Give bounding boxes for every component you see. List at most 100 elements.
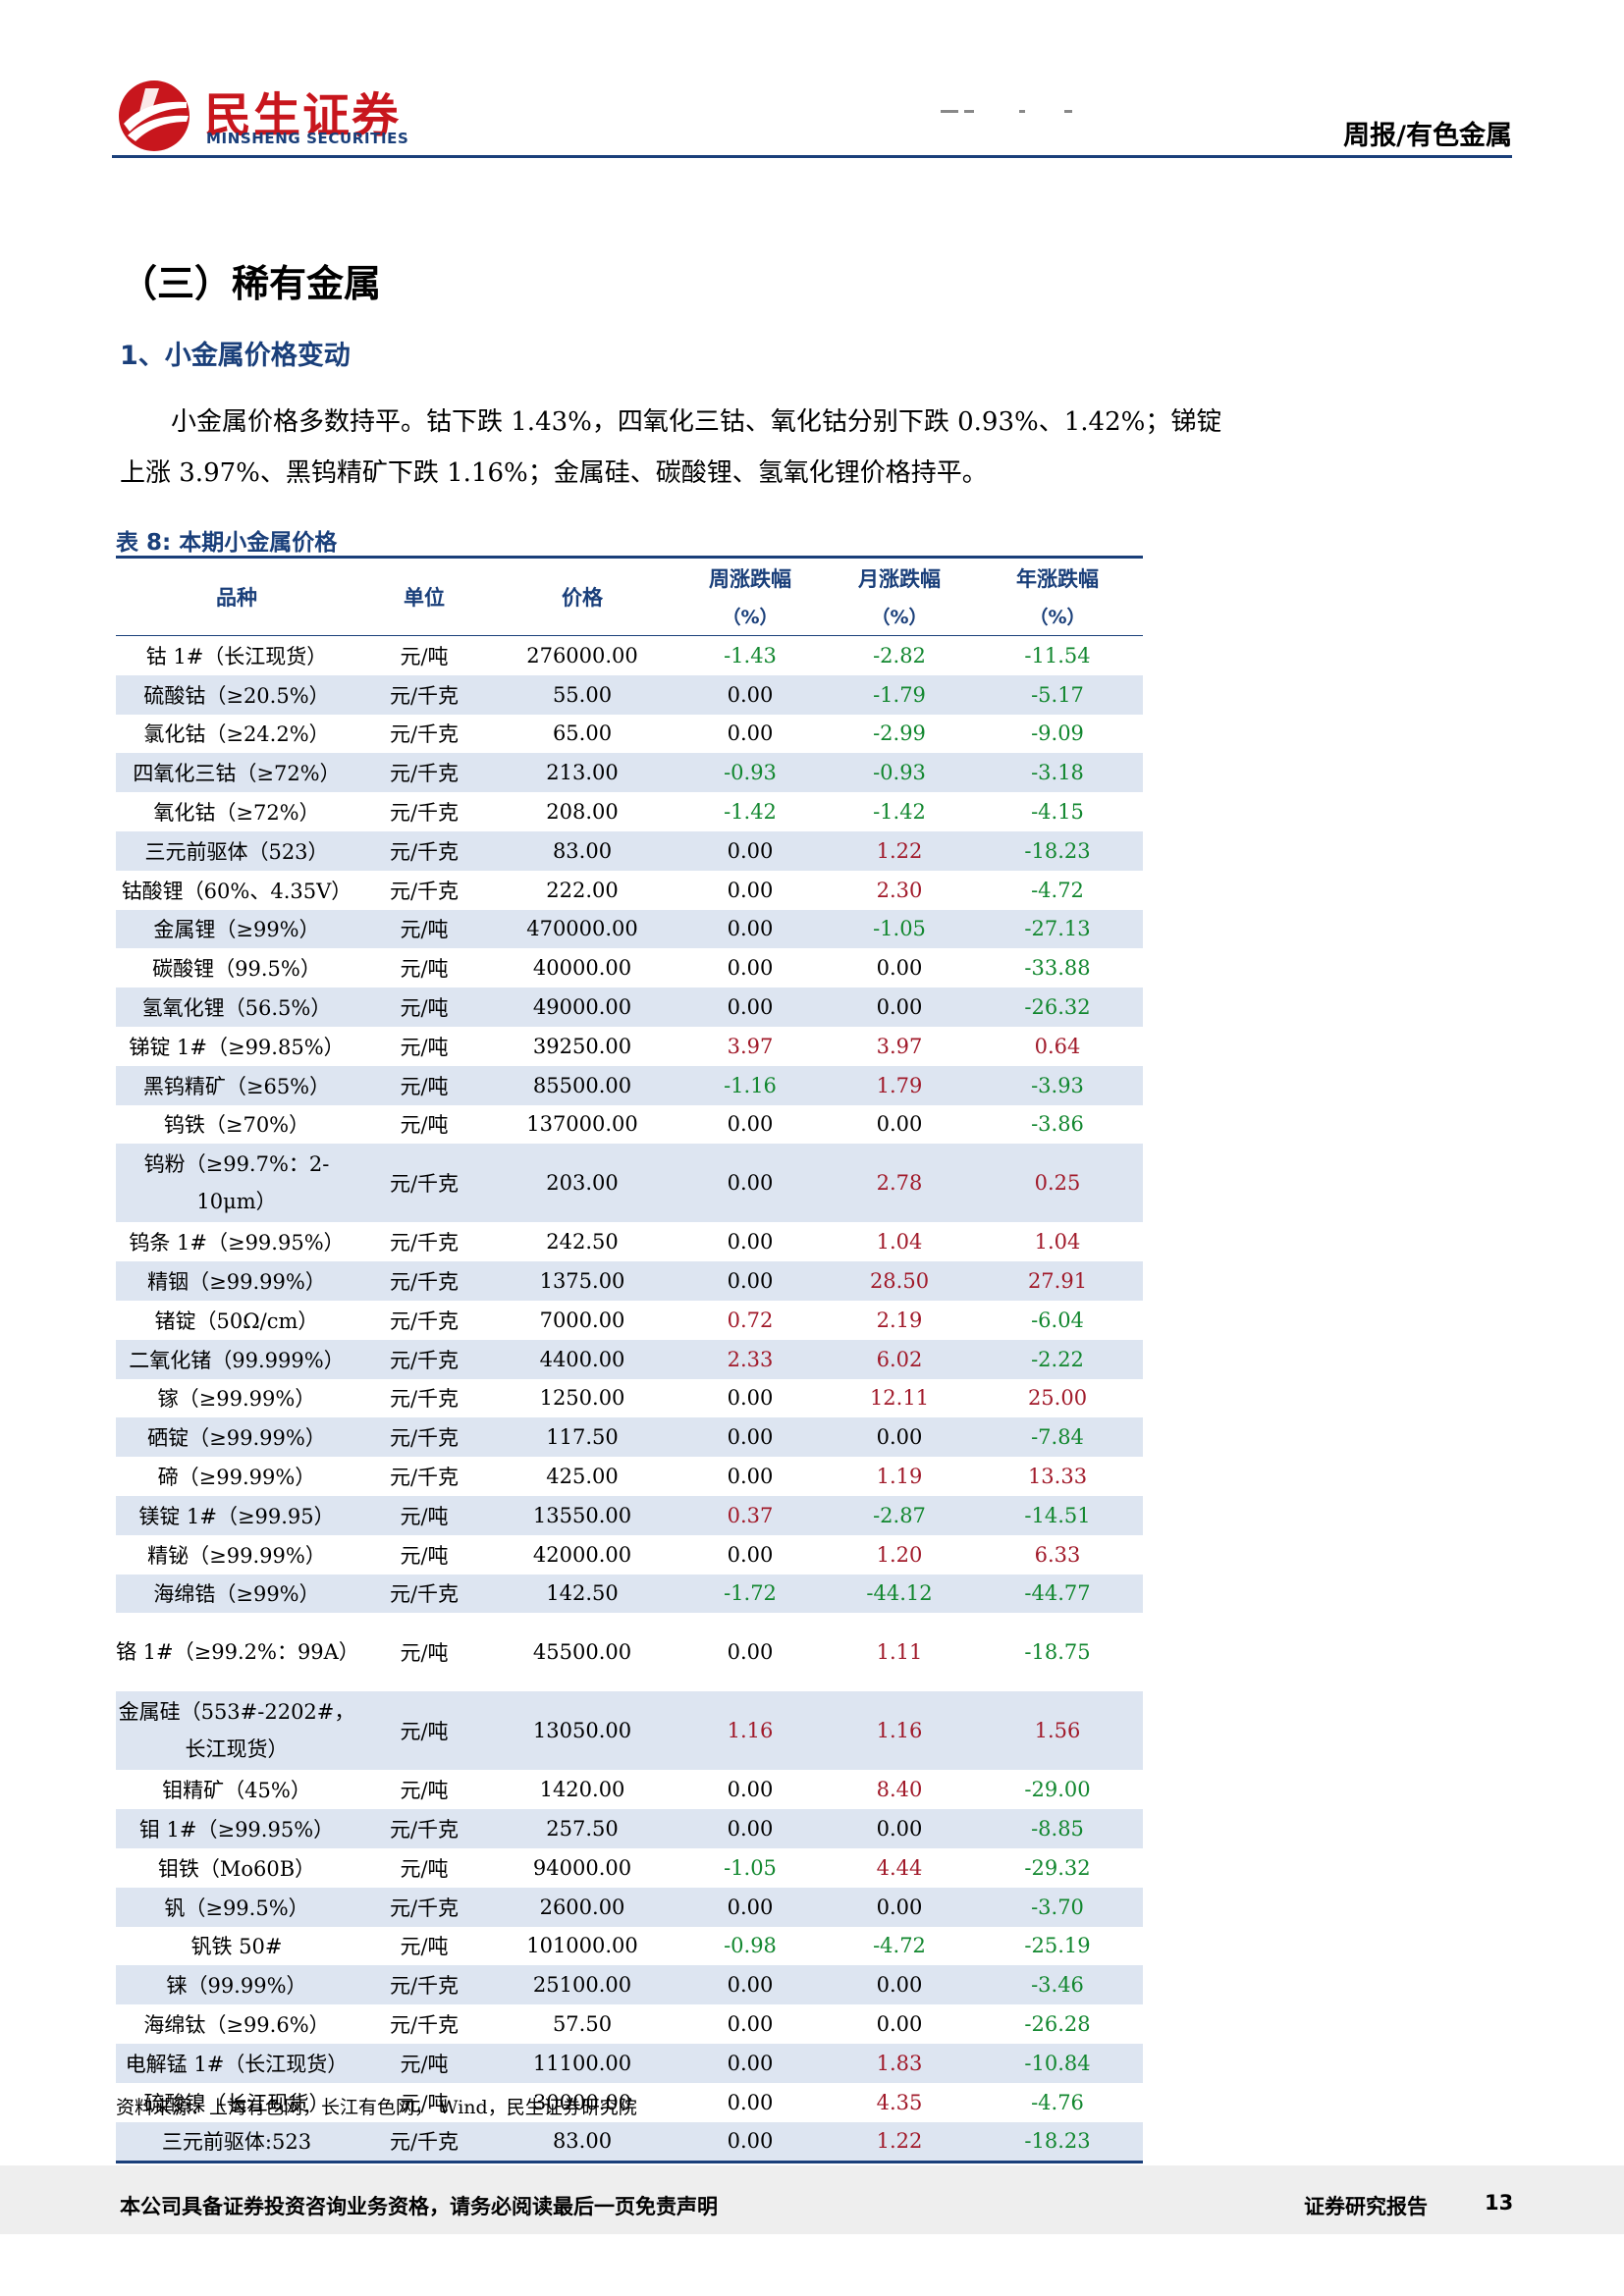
- table-row: 精铟（≥99.99%） 元/千克 1375.00 0.00 28.50 27.91: [116, 1261, 1143, 1301]
- cell-monthly-change: 0.00: [827, 1965, 972, 2005]
- cell-price: 4400.00: [491, 1339, 674, 1379]
- cell-price: 101000.00: [526, 1934, 638, 1958]
- cell-monthly-change: -2.99: [873, 721, 926, 746]
- cell-weekly-change: 0.00: [727, 1465, 774, 1489]
- cell-name: 铬 1#（≥99.2%：99A）: [116, 1640, 359, 1665]
- footer-report-label: 证券研究报告: [1304, 2195, 1428, 2218]
- cell-weekly-change: 0.00: [674, 830, 827, 871]
- cell-unit: 元/千克: [389, 1231, 460, 1255]
- cell-weekly-change: 1.16: [674, 1691, 827, 1771]
- cell-price: 39250.00: [532, 1034, 632, 1058]
- cell-unit: 元/千克: [389, 722, 460, 747]
- cell-unit: 元/千克: [389, 1308, 460, 1333]
- cell-price: 83.00: [491, 2121, 674, 2163]
- section-title: （三）稀有金属: [120, 262, 382, 305]
- cell-monthly-change: -1.79: [827, 674, 972, 715]
- cell-unit: 元/千克: [357, 1574, 491, 1614]
- cell-name: 锑锭 1#（≥99.85%）: [129, 1035, 345, 1059]
- cell-name: 钨铁（≥70%）: [163, 1113, 310, 1138]
- cell-name: 钒（≥99.5%）: [116, 1887, 357, 1927]
- header-divider: [112, 155, 1512, 158]
- cell-name: 钨粉（≥99.7%：2-10μm）: [116, 1144, 357, 1223]
- cell-unit: 元/千克: [357, 1887, 491, 1927]
- cell-price: 470000.00: [491, 909, 674, 949]
- cell-unit: 元/吨: [357, 1691, 491, 1771]
- cell-monthly-change: 12.11: [869, 1386, 930, 1411]
- table-title: 表 8: 本期小金属价格: [116, 530, 338, 556]
- cell-monthly-change: 3.97: [876, 1034, 923, 1058]
- cell-monthly-change: 4.35: [876, 2090, 923, 2114]
- cell-monthly-change: 28.50: [827, 1261, 972, 1301]
- cell-name: 氧化钴（≥72%）: [153, 801, 320, 826]
- cell-yearly-change: 6.33: [1034, 1542, 1081, 1567]
- table-row: 海绵锆（≥99%） 元/千克 142.50 -1.72 -44.12 -44.77: [116, 1574, 1143, 1614]
- cell-weekly-change: 0.00: [727, 2090, 774, 2114]
- cell-unit: 元/吨: [400, 644, 449, 668]
- table-row: 氯化钴（≥24.2%） 元/千克 65.00 0.00 -2.99 -9.09: [116, 715, 1143, 754]
- cell-price: 213.00: [491, 753, 674, 793]
- cell-monthly-change: -4.72: [873, 1934, 926, 1958]
- cell-weekly-change: 0.00: [727, 1386, 774, 1411]
- cell-unit: 元/吨: [400, 1035, 449, 1059]
- cell-price: 117.50: [491, 1417, 674, 1458]
- cell-unit: 元/吨: [400, 1113, 449, 1138]
- table-row: 精铋（≥99.99%） 元/吨 42000.00 0.00 1.20 6.33: [116, 1535, 1143, 1575]
- cell-yearly-change: 1.56: [972, 1691, 1143, 1771]
- summary-paragraph: 小金属价格多数持平。钴下跌 1.43%，四氧化三钴、氧化钴分别下跌 0.93%、…: [120, 407, 1222, 488]
- cell-name: 锗锭（50Ω/cm）: [154, 1308, 319, 1333]
- cell-unit: 元/千克: [389, 801, 460, 826]
- table-row: 氧化钴（≥72%） 元/千克 208.00 -1.42 -1.42 -4.15: [116, 792, 1143, 831]
- cell-monthly-change: 1.83: [827, 2043, 972, 2083]
- cell-weekly-change: 0.00: [727, 956, 774, 981]
- cell-price: 94000.00: [532, 1855, 632, 1880]
- header-price: 价格: [562, 586, 603, 610]
- cell-unit: 元/千克: [357, 1965, 491, 2005]
- cell-price: 65.00: [552, 721, 613, 746]
- cell-weekly-change: 0.00: [674, 988, 827, 1027]
- cell-monthly-change: 2.30: [876, 878, 923, 902]
- cell-weekly-change: -1.43: [724, 643, 777, 667]
- table-row: 钒（≥99.5%） 元/千克 2600.00 0.00 0.00 -3.70: [116, 1887, 1143, 1927]
- cell-monthly-change: -44.12: [827, 1574, 972, 1614]
- header-weekly: 周涨跌幅: [709, 566, 791, 591]
- table-row: 金属锂（≥99%） 元/吨 470000.00 0.00 -1.05 -27.13: [116, 909, 1143, 949]
- table-row: 镁锭 1#（≥99.95） 元/吨 13550.00 0.37 -2.87 -14.51: [116, 1495, 1143, 1535]
- table-row: 四氧化三钴（≥72%） 元/千克 213.00 -0.93 -0.93 -3.18: [116, 753, 1143, 793]
- cell-unit: 元/千克: [357, 1261, 491, 1301]
- cell-name: 钨条 1#（≥99.95%）: [129, 1231, 345, 1255]
- cell-unit: 元/千克: [357, 1339, 491, 1379]
- cell-weekly-change: 0.00: [674, 1261, 827, 1301]
- cell-price: 30000.00: [532, 2090, 632, 2114]
- cell-name: 金属硅（553#-2202#，长江现货）: [116, 1691, 357, 1771]
- cell-name: 氢氧化锂（56.5%）: [116, 988, 357, 1027]
- table-row: 碳酸锂（99.5%） 元/吨 40000.00 0.00 0.00 -33.88: [116, 948, 1143, 988]
- cell-weekly-change: 0.72: [727, 1308, 774, 1332]
- cell-yearly-change: -3.70: [972, 1887, 1143, 1927]
- footer-disclaimer: 本公司具备证券投资咨询业务资格，请务必阅读最后一页免责声明: [120, 2195, 718, 2218]
- cell-yearly-change: -3.18: [972, 753, 1143, 793]
- table-row: 硫酸钴（≥20.5%） 元/千克 55.00 0.00 -1.79 -5.17: [116, 674, 1143, 715]
- cell-name: 钴酸锂（60%、4.35V）: [121, 879, 352, 903]
- cell-name: 氯化钴（≥24.2%）: [143, 722, 330, 747]
- cell-monthly-change: -1.05: [827, 909, 972, 949]
- header-yearly: 年涨跌幅: [1016, 566, 1099, 591]
- cell-yearly-change: 27.91: [972, 1261, 1143, 1301]
- cell-weekly-change: 0.00: [674, 2043, 827, 2083]
- cell-yearly-change: -5.17: [972, 674, 1143, 715]
- cell-monthly-change: 2.78: [827, 1144, 972, 1223]
- cell-weekly-change: 0.37: [674, 1495, 827, 1535]
- cell-monthly-change: 0.00: [876, 2012, 923, 2036]
- cell-unit: 元/吨: [357, 1495, 491, 1535]
- cell-name: 金属锂（≥99%）: [116, 909, 357, 949]
- cell-unit: 元/千克: [389, 1466, 460, 1490]
- header-monthly-unit: （%）: [871, 607, 928, 628]
- cell-name: 海绵锆（≥99%）: [116, 1574, 357, 1614]
- cell-monthly-change: 1.22: [827, 2121, 972, 2163]
- cell-price: 55.00: [491, 674, 674, 715]
- cell-yearly-change: -4.76: [1031, 2090, 1084, 2114]
- cell-weekly-change: 0.00: [727, 1542, 774, 1567]
- cell-name: 精铋（≥99.99%）: [147, 1543, 326, 1568]
- cell-yearly-change: -14.51: [972, 1495, 1143, 1535]
- cell-unit: 元/吨: [357, 1065, 491, 1105]
- cell-weekly-change: 0.00: [727, 721, 774, 746]
